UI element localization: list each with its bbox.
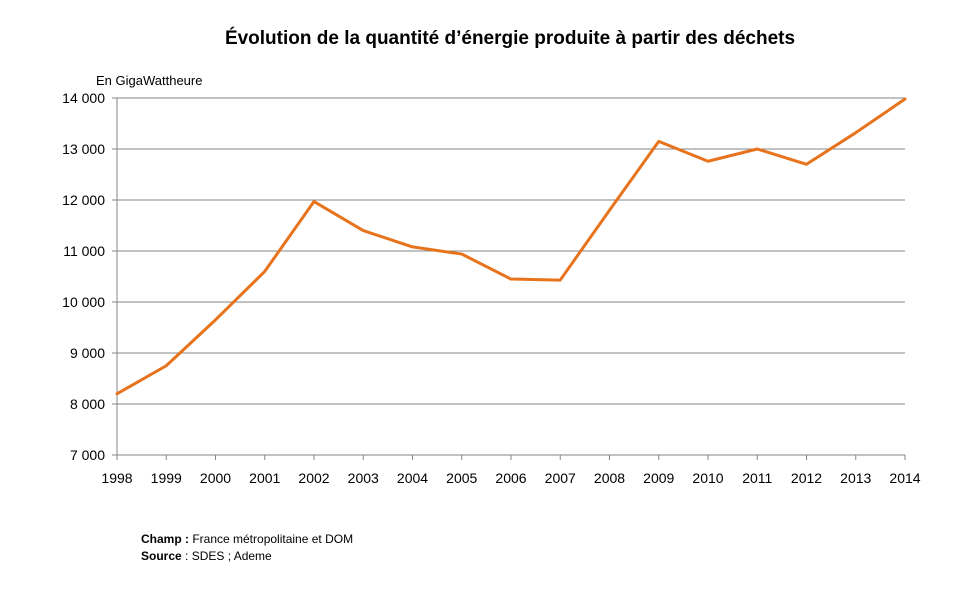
y-tick-label: 7 000: [70, 447, 105, 463]
data-point: [461, 253, 463, 255]
y-tick-label: 12 000: [62, 192, 105, 208]
x-tick-label: 2013: [840, 470, 871, 486]
x-tick-label: 2001: [249, 470, 280, 486]
x-tick-label: 2005: [446, 470, 477, 486]
x-tick-label: 1998: [101, 470, 132, 486]
x-tick-label: 2014: [889, 470, 920, 486]
x-tick-label: 1999: [151, 470, 182, 486]
y-tick-label: 9 000: [70, 345, 105, 361]
data-point: [707, 160, 709, 162]
data-point: [559, 279, 561, 281]
data-point: [412, 246, 413, 248]
chart-title: Évolution de la quantité d’énergie produ…: [224, 28, 796, 49]
axes: [112, 97, 906, 460]
x-tick-label: 2002: [298, 470, 329, 486]
x-tick-labels: 1998 1999 2000 2001 2002 2003 2004 2005 2006 2007…: [101, 470, 920, 486]
x-tick-label: 2010: [692, 470, 723, 486]
data-point: [362, 230, 364, 232]
y-tick-labels: 7 000 8 000 9 000 10 000 11 000 12 000 13 000 1…: [62, 90, 105, 463]
x-tick-label: 2011: [742, 470, 772, 486]
data-point: [756, 148, 758, 150]
champ-label: Champ :: [141, 532, 189, 546]
source-label: Source: [141, 549, 182, 563]
y-tick-label: 10 000: [62, 294, 105, 310]
y-tick-label: 13 000: [62, 141, 105, 157]
series-group: [115, 97, 907, 396]
x-tick-label: 2007: [545, 470, 576, 486]
footnote-source: Source : SDES ; Ademe: [141, 548, 353, 565]
y-tick-label: 11 000: [63, 243, 105, 259]
data-point: [658, 140, 660, 142]
champ-text: France métropolitaine et DOM: [189, 532, 354, 546]
data-point: [215, 319, 216, 321]
data-point: [806, 163, 807, 165]
data-point: [264, 270, 266, 272]
x-tick-label: 2012: [791, 470, 822, 486]
x-tick-label: 2003: [348, 470, 379, 486]
source-text: : SDES ; Ademe: [181, 549, 272, 563]
x-tick-label: 2008: [594, 470, 625, 486]
x-tick-label: 2004: [397, 470, 428, 486]
data-point: [313, 201, 315, 203]
footnote-champ: Champ : France métropolitaine et DOM: [141, 531, 353, 548]
y-tick-label: 14 000: [62, 90, 105, 106]
x-tick-label: 2006: [495, 470, 526, 486]
data-point: [116, 393, 118, 395]
y-tick-label: 8 000: [70, 396, 105, 412]
series-line: [115, 97, 907, 396]
data-point: [855, 132, 857, 134]
footnote: Champ : France métropolitaine et DOM Sou…: [141, 531, 353, 565]
data-point: [609, 209, 610, 211]
data-point: [510, 278, 512, 280]
y-axis-label: En GigaWattheure: [96, 73, 202, 88]
data-point: [904, 98, 906, 100]
x-tick-label: 2000: [200, 470, 231, 486]
x-tick-label: 2009: [643, 470, 674, 486]
gridlines: [117, 97, 905, 405]
data-point: [165, 365, 167, 367]
